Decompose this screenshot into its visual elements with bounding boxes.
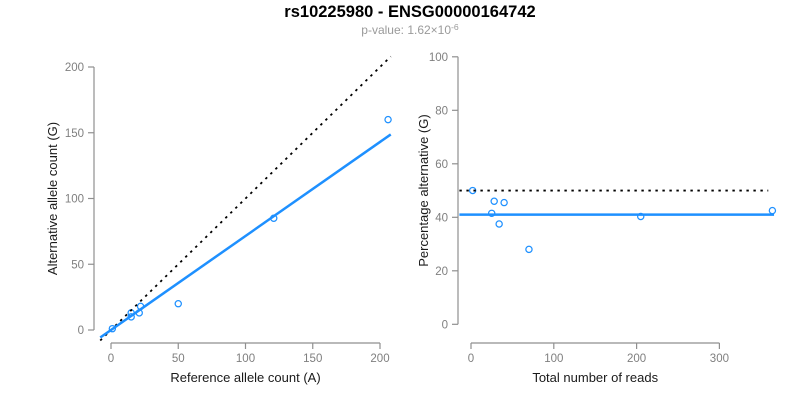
- p-value-exponent: -6: [451, 22, 459, 33]
- y-tick-label: 50: [71, 259, 84, 271]
- data-point: [174, 299, 182, 308]
- figure-title: rs10225980 - ENSG00000164742: [284, 3, 536, 21]
- identity-line: [99, 55, 392, 342]
- y-tick-label: 100: [65, 194, 84, 206]
- p-value-label: p-value:: [361, 23, 408, 37]
- x-tick-label: 100: [236, 353, 255, 365]
- y-axis: 0 20 40 60 80 100: [429, 52, 459, 331]
- x-tick-label: 200: [370, 353, 389, 365]
- y-tick-label: 20: [435, 266, 448, 278]
- data-point: [500, 198, 508, 207]
- y-tick-label: 100: [429, 52, 448, 64]
- data-point: [525, 245, 533, 254]
- data-point: [487, 209, 496, 218]
- allele-count-scatter-panel: 0 50 100 150 200 0 50 100 150 200 Reference allele…: [45, 55, 392, 385]
- data-points: [108, 115, 392, 333]
- y-axis: 0 50 100 150 200: [65, 62, 95, 337]
- x-axis: 0 100 200 300: [468, 342, 729, 365]
- y-axis-label: Percentage alternative (G): [416, 114, 431, 266]
- fit-line: [99, 133, 392, 339]
- y-tick-label: 60: [435, 159, 448, 171]
- y-tick-label: 0: [442, 319, 448, 331]
- data-point: [768, 206, 777, 215]
- data-point: [490, 197, 498, 205]
- y-axis-label: Alternative allele count (G): [45, 122, 60, 275]
- data-point: [495, 220, 503, 228]
- y-tick-label: 150: [65, 128, 84, 140]
- x-tick-label: 0: [468, 353, 474, 365]
- x-axis: 0 50 100 150 200: [108, 342, 390, 365]
- figure-subtitle: p-value: 1.62×10-6: [20, 22, 800, 37]
- y-tick-label: 200: [65, 62, 84, 74]
- y-tick-label: 0: [78, 325, 84, 337]
- x-tick-label: 0: [108, 353, 114, 365]
- x-tick-label: 300: [710, 353, 729, 365]
- x-axis-label: Total number of reads: [532, 370, 658, 385]
- y-tick-label: 80: [435, 105, 448, 117]
- x-tick-label: 200: [627, 353, 646, 365]
- percentage-scatter-panel: 0 20 40 60 80 100 0 100 200 300 Total number of re…: [416, 52, 777, 385]
- p-value-mantissa: 1.62×10: [407, 23, 452, 37]
- x-tick-label: 100: [544, 353, 563, 365]
- data-point: [108, 324, 117, 333]
- data-points: [468, 186, 777, 254]
- x-axis-label: Reference allele count (A): [170, 370, 320, 385]
- x-tick-label: 150: [303, 353, 322, 365]
- data-point: [384, 115, 392, 124]
- x-tick-label: 50: [172, 353, 185, 365]
- y-tick-label: 40: [435, 212, 448, 224]
